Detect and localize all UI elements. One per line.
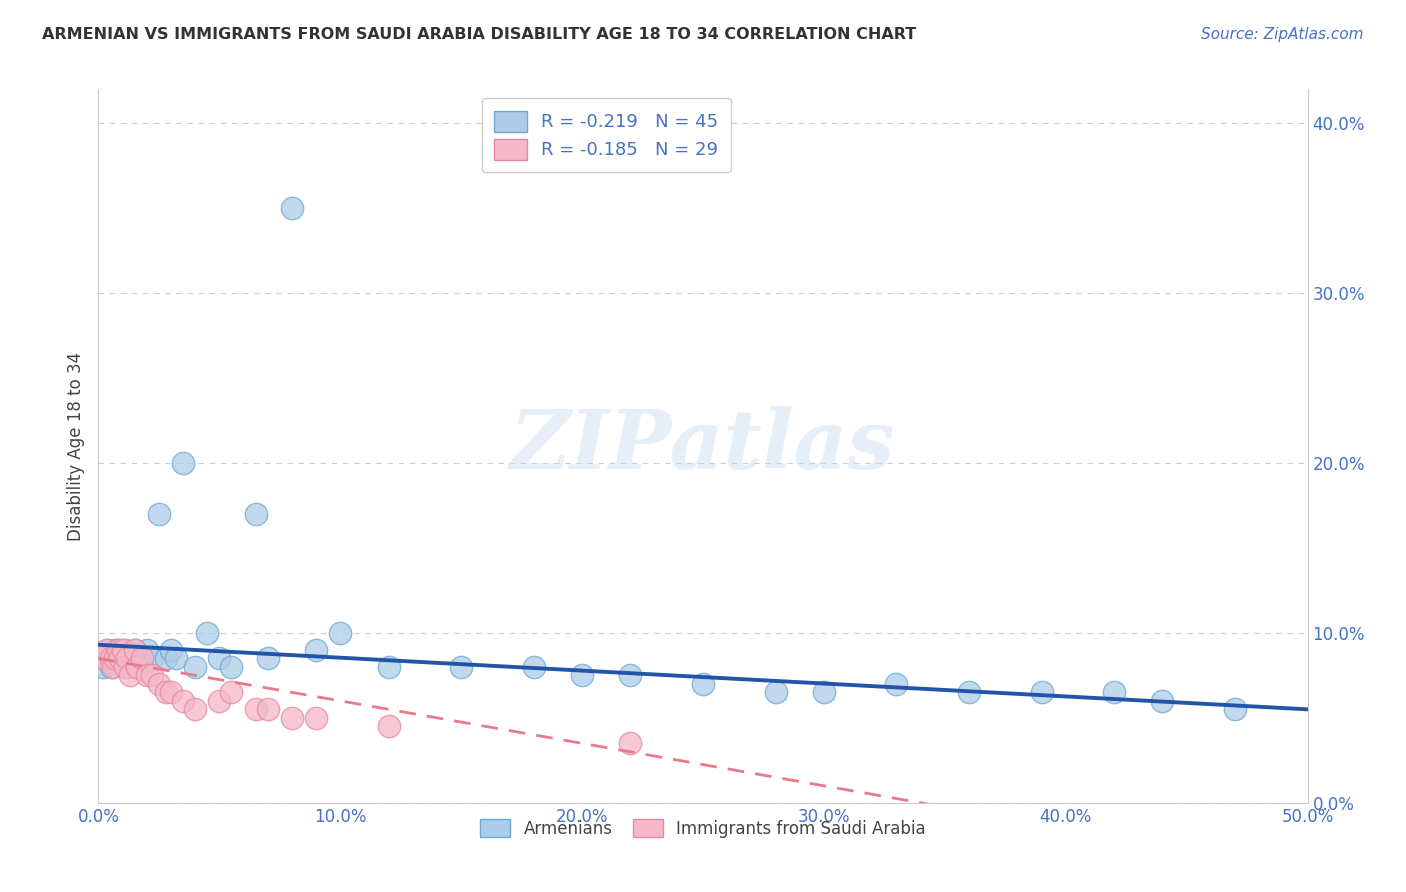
Point (127, 660, 149, 674)
Point (124, 643, 146, 657)
Point (155, 651, 177, 665)
Point (131, 660, 153, 674)
Point (135, 668, 157, 682)
Point (377, 719, 399, 733)
Point (108, 651, 131, 665)
Point (111, 643, 134, 657)
Text: Source: ZipAtlas.com: Source: ZipAtlas.com (1201, 27, 1364, 42)
Point (108, 651, 131, 665)
Point (160, 643, 183, 657)
Point (184, 702, 207, 716)
Point (141, 651, 163, 665)
Point (195, 626, 218, 640)
Point (91, 651, 114, 665)
Point (765, 685, 787, 699)
Point (117, 651, 139, 665)
Point (305, 643, 328, 657)
Point (221, 660, 243, 674)
Point (111, 651, 134, 665)
Point (155, 685, 177, 699)
Point (118, 668, 141, 682)
Point (104, 651, 127, 665)
Point (124, 643, 146, 657)
Point (148, 677, 170, 691)
Point (377, 660, 399, 674)
Point (221, 685, 243, 699)
Text: ZIPatlas: ZIPatlas (510, 406, 896, 486)
Point (184, 660, 207, 674)
Point (94, 643, 117, 657)
Point (172, 694, 194, 708)
Point (165, 651, 187, 665)
Point (256, 702, 278, 716)
Text: ARMENIAN VS IMMIGRANTS FROM SAUDI ARABIA DISABILITY AGE 18 TO 34 CORRELATION CHA: ARMENIAN VS IMMIGRANTS FROM SAUDI ARABIA… (42, 27, 917, 42)
Point (1223, 702, 1246, 716)
Point (692, 677, 714, 691)
Point (160, 685, 183, 699)
Point (94, 651, 117, 665)
Point (523, 660, 546, 674)
Point (813, 685, 835, 699)
Point (107, 643, 129, 657)
Point (104, 643, 127, 657)
Point (1031, 685, 1053, 699)
Point (245, 507, 267, 521)
Point (107, 643, 129, 657)
Y-axis label: Disability Age 18 to 34: Disability Age 18 to 34 (66, 351, 84, 541)
Point (281, 201, 304, 215)
Point (114, 660, 136, 674)
Point (117, 660, 139, 674)
Point (450, 660, 472, 674)
Point (97, 643, 120, 657)
Legend: Armenians, Immigrants from Saudi Arabia: Armenians, Immigrants from Saudi Arabia (474, 813, 932, 845)
Point (886, 677, 908, 691)
Point (148, 507, 170, 521)
Point (101, 660, 124, 674)
Point (1152, 694, 1174, 708)
Point (208, 694, 231, 708)
Point (571, 668, 593, 682)
Point (329, 626, 352, 640)
Point (256, 651, 278, 665)
Point (172, 456, 194, 470)
Point (91, 660, 114, 674)
Point (619, 736, 641, 750)
Point (101, 651, 124, 665)
Point (127, 651, 149, 665)
Point (141, 668, 163, 682)
Point (305, 711, 328, 725)
Point (208, 651, 231, 665)
Point (957, 685, 980, 699)
Point (100, 660, 122, 674)
Point (114, 643, 136, 657)
Point (131, 651, 153, 665)
Point (100, 651, 122, 665)
Point (619, 668, 641, 682)
Point (135, 643, 157, 657)
Point (281, 711, 304, 725)
Point (118, 651, 141, 665)
Point (245, 702, 267, 716)
Point (1102, 685, 1125, 699)
